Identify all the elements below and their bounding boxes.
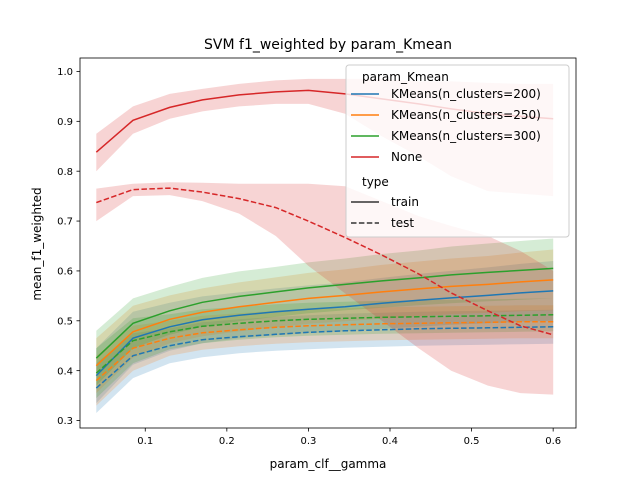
line-kmeans-n-clusters-300-test — [95, 314, 554, 374]
y-tick-label: 1.0 — [57, 67, 73, 78]
plot-frame — [79, 57, 577, 429]
x-axis-ticks: 0.1 0.2 0.3 0.4 0.5 0.6 — [137, 428, 561, 447]
y-tick-label: 0.4 — [57, 366, 73, 377]
legend-style-items: train test — [351, 195, 419, 230]
x-tick-label: 0.3 — [300, 436, 316, 447]
legend: param_Kmean KMeans(n_clusters=200)KMeans… — [345, 64, 570, 238]
y-tick-label: 0.6 — [57, 267, 73, 278]
line-kmeans-n-clusters-250-test — [95, 321, 554, 382]
line-kmeans-n-clusters-250-train — [95, 279, 554, 367]
x-tick-label: 0.5 — [464, 436, 480, 447]
y-tick-label: 0.5 — [57, 316, 73, 327]
legend-label-train: train — [391, 195, 419, 209]
chart-title: SVM f1_weighted by param_Kmean — [204, 37, 452, 53]
y-tick-label: 0.3 — [57, 416, 73, 427]
line-none-test — [96, 187, 554, 336]
legend-box — [345, 64, 570, 238]
legend-hue-items: KMeans(n_clusters=200) KMeans(n_clusters=… — [351, 87, 541, 164]
y-tick-label: 0.8 — [57, 167, 73, 178]
series-lines — [95, 89, 554, 389]
legend-label-test: test — [391, 216, 414, 230]
y-tick-label: 0.7 — [57, 217, 73, 228]
legend-label-kmeans-n-clusters-300: KMeans(n_clusters=300) — [391, 129, 541, 143]
y-tick-label: 0.9 — [57, 117, 73, 128]
x-tick-label: 0.1 — [137, 436, 153, 447]
x-tick-label: 0.4 — [382, 436, 398, 447]
line-kmeans-n-clusters-200-train — [95, 290, 554, 377]
x-axis-label: param_clf__gamma — [270, 457, 387, 471]
legend-label-kmeans-n-clusters-250: KMeans(n_clusters=250) — [391, 108, 541, 122]
legend-label-none: None — [391, 150, 422, 164]
band-kmeans-n-clusters-250-test — [96, 305, 554, 406]
legend-style-title: type — [362, 175, 389, 189]
y-axis-label: mean_f1_weighted — [30, 187, 44, 300]
line-kmeans-n-clusters-200-test — [95, 326, 554, 389]
line-kmeans-n-clusters-300-train — [95, 267, 554, 359]
band-kmeans-n-clusters-200-train — [96, 261, 554, 404]
x-tick-label: 0.6 — [545, 436, 561, 447]
legend-hue-title: param_Kmean — [362, 70, 449, 84]
legend-label-kmeans-n-clusters-200: KMeans(n_clusters=200) — [391, 87, 541, 101]
x-tick-label: 0.2 — [219, 436, 235, 447]
band-kmeans-n-clusters-200-test — [96, 309, 554, 413]
y-axis-ticks: 0.3 0.4 0.5 0.6 0.7 0.8 0.9 1.0 — [57, 67, 80, 427]
